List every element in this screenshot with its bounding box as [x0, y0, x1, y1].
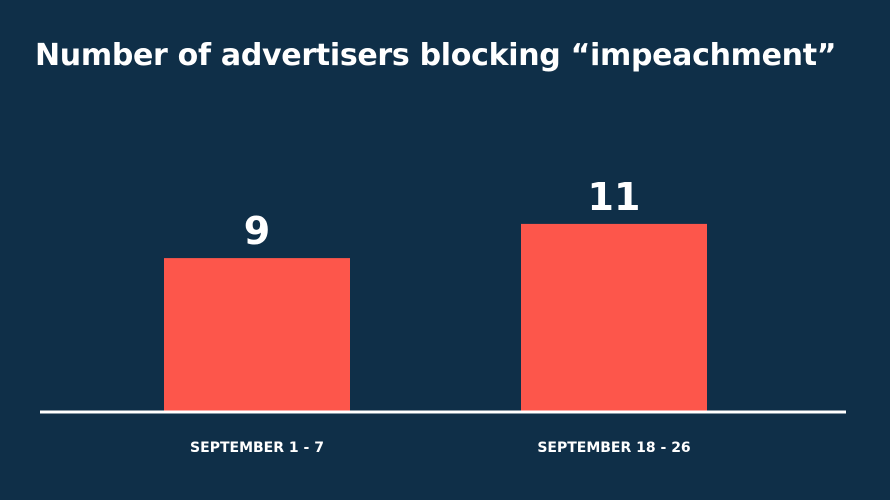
data-label-2: 11 [588, 175, 641, 219]
chart-title: Number of advertisers blocking “impeachm… [35, 38, 837, 73]
data-label-1: 9 [244, 209, 270, 253]
bar-2 [521, 223, 707, 412]
category-label-2: SEPTEMBER 18 - 26 [537, 440, 690, 456]
bar-1 [164, 258, 350, 412]
category-label-1: SEPTEMBER 1 - 7 [190, 440, 324, 456]
